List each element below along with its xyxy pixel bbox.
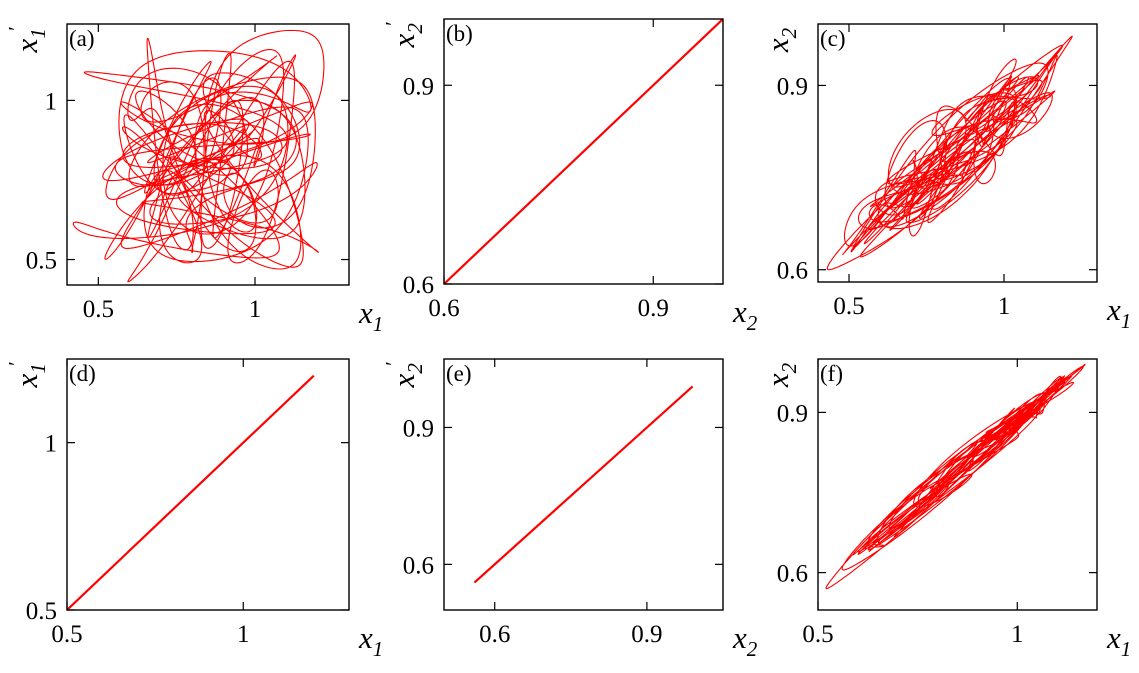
x-tick-label: 1 <box>1011 621 1024 648</box>
y-axis-label: x1′ <box>4 27 50 53</box>
y-tick-label: 0.6 <box>777 561 808 588</box>
x-tick-label: 0.5 <box>51 621 82 648</box>
plot-frame <box>817 23 1098 283</box>
panel-label: (b) <box>446 21 473 46</box>
y-axis-label: x2′ <box>381 362 427 388</box>
plot-frame <box>817 358 1098 611</box>
x-axis-label: x2 <box>732 620 758 661</box>
panel-a: 0.5 1 0.5 1 (a) x1 x1′ <box>4 23 383 336</box>
synchronization-line <box>473 385 694 584</box>
x-tick-label: 0.5 <box>83 296 114 323</box>
y-axis-label: x2 <box>760 27 801 53</box>
trajectory-series <box>825 363 1086 590</box>
x-tick-label: 1 <box>237 621 250 648</box>
y-axis-label: x2′ <box>381 22 427 48</box>
x-axis-label: x1 <box>1106 620 1131 661</box>
x-tick-label: 0.5 <box>802 621 833 648</box>
x-axis-label: x2 <box>732 294 758 335</box>
y-tick-label: 0.9 <box>403 73 434 100</box>
x-tick-label: 0.6 <box>428 295 459 322</box>
plot-frame <box>66 23 350 286</box>
y-tick-label: 0.5 <box>26 598 57 625</box>
x-axis-label: x1 <box>358 620 383 661</box>
y-tick-label: 1 <box>45 88 58 115</box>
panel-f: 0.5 1 0.6 0.9 (f) x1 x2 <box>760 358 1131 661</box>
x-axis-label: x1 <box>1106 292 1131 333</box>
plot-frame <box>443 358 724 611</box>
y-tick-label: 0.6 <box>403 272 434 299</box>
y-tick-label: 0.9 <box>777 73 808 100</box>
x-tick-label: 1 <box>998 293 1011 320</box>
y-tick-label: 0.5 <box>26 248 57 275</box>
y-axis-label: x2 <box>760 362 801 388</box>
plot-frame <box>66 358 350 611</box>
plot-frame <box>443 18 724 285</box>
y-tick-label: 0.9 <box>777 400 808 427</box>
x-tick-label: 0.9 <box>631 621 662 648</box>
synchronization-line <box>444 19 723 284</box>
y-tick-label: 0.6 <box>777 258 808 285</box>
synchronization-line <box>67 374 315 610</box>
panel-label: (f) <box>820 361 843 386</box>
trajectory-series <box>72 29 325 283</box>
panel-label: (d) <box>69 361 96 386</box>
panel-d: 0.5 1 0.5 1 (d) x1 x1′ <box>4 358 383 661</box>
y-tick-label: 1 <box>45 431 58 458</box>
y-tick-label: 0.6 <box>403 552 434 579</box>
panel-c: 0.5 1 0.6 0.9 (c) x1 x2 <box>760 23 1131 333</box>
x-tick-label: 1 <box>249 296 262 323</box>
x-axis-label: x1 <box>358 295 383 336</box>
x-tick-label: 0.9 <box>638 295 669 322</box>
x-tick-label: 0.6 <box>479 621 510 648</box>
trajectory-series <box>826 35 1073 271</box>
panel-b: 0.6 0.9 0.6 0.9 (b) x2 x2′ <box>381 18 758 335</box>
panel-label: (c) <box>820 26 846 51</box>
y-axis-label: x1′ <box>4 362 50 388</box>
panel-e: 0.6 0.9 0.6 0.9 (e) x2 x2′ <box>381 358 758 661</box>
panel-label: (e) <box>446 361 472 386</box>
panel-label: (a) <box>69 26 95 51</box>
y-tick-label: 0.9 <box>403 415 434 442</box>
x-tick-label: 0.5 <box>833 293 864 320</box>
